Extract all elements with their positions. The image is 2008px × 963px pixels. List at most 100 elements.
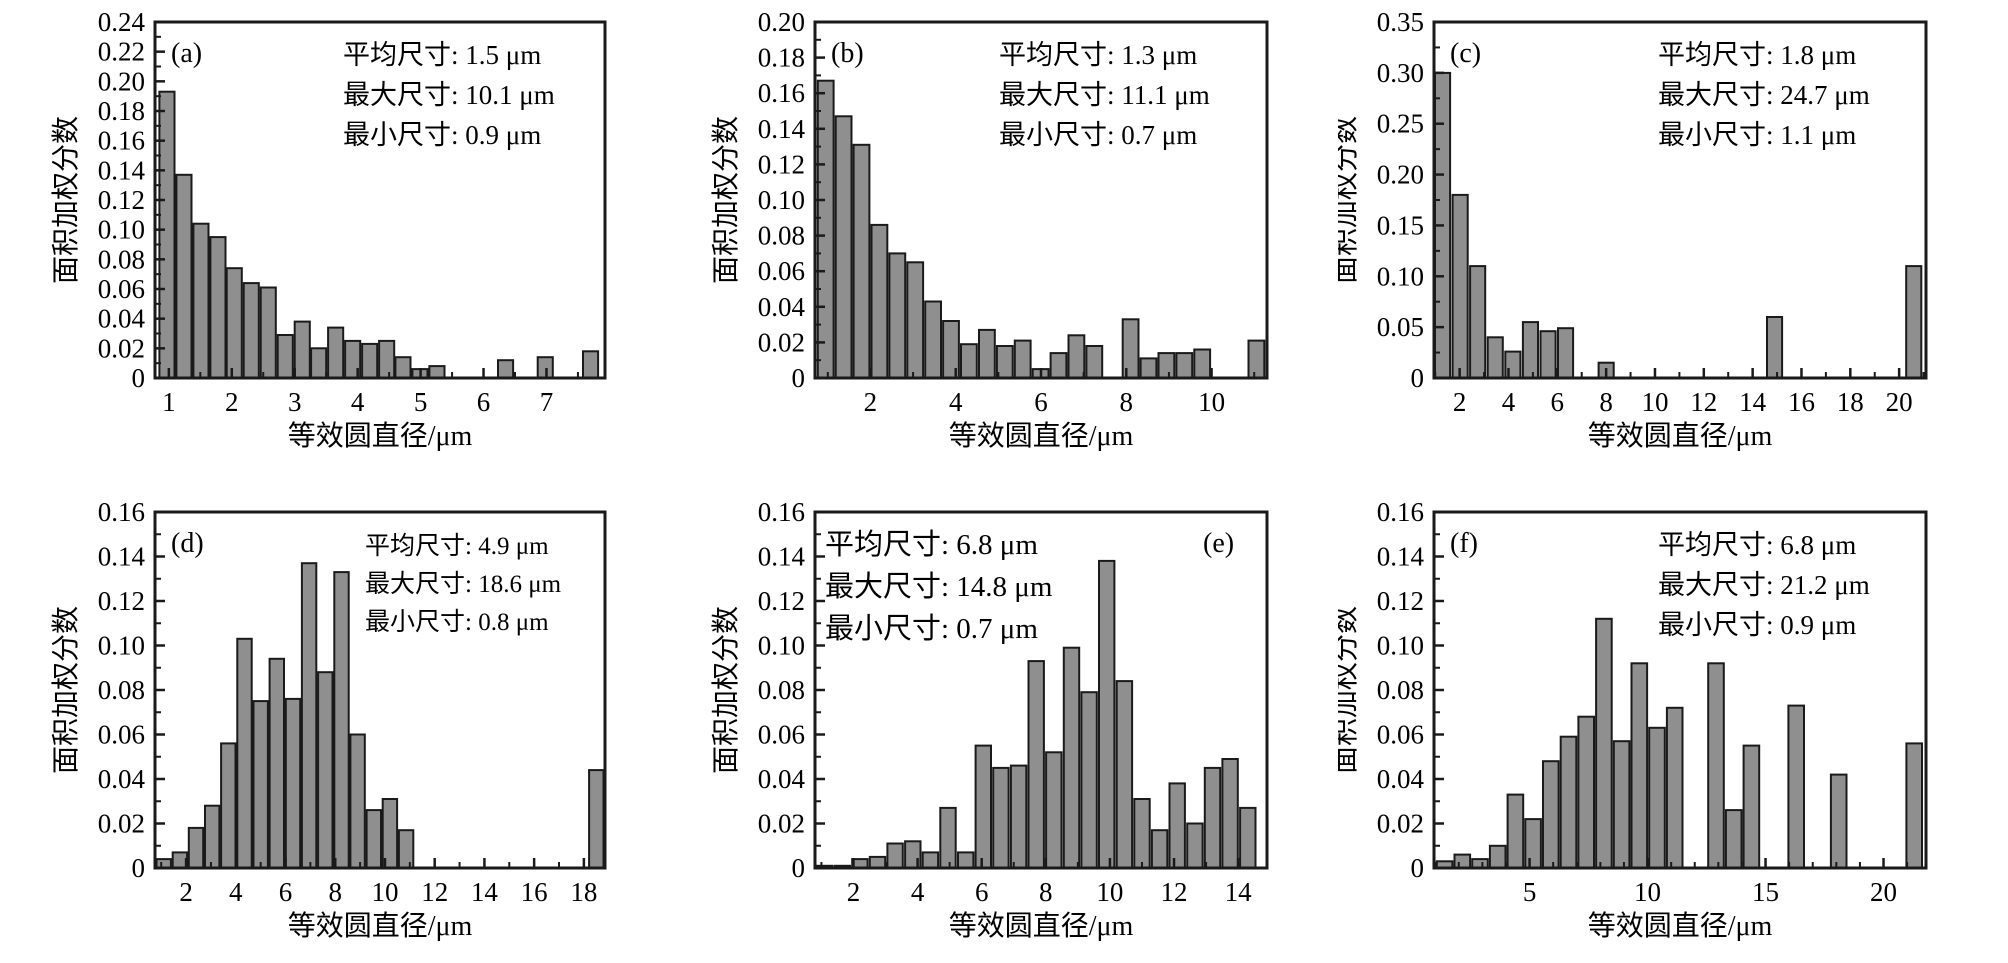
x-tick-label: 2	[225, 387, 239, 417]
bar	[1186, 822, 1204, 869]
y-tick-label: 0.10	[758, 185, 805, 215]
bar	[816, 79, 835, 379]
panel-b-chart: 0 0.02 0.04 0.06 0.08 0.10 0.12 0.14 0.16 0.18 0.2…	[710, 7, 1269, 452]
bar	[1239, 806, 1257, 869]
bar	[209, 236, 227, 379]
annotation-line: 最大尺寸: 14.8 μm	[825, 570, 1053, 603]
annotation-line: 最大尺寸: 21.2 μm	[1658, 570, 1870, 600]
bar	[1787, 704, 1805, 869]
bar	[397, 829, 415, 870]
bar	[1506, 793, 1525, 870]
bar	[1542, 760, 1560, 870]
bar	[1524, 818, 1542, 870]
annotation-line: 最大尺寸: 24.7 μm	[1658, 80, 1870, 110]
y-tick-label: 0.14	[1377, 542, 1425, 572]
y-tick-label: 0.06	[98, 720, 145, 750]
bar	[960, 343, 978, 380]
bar	[1766, 316, 1784, 379]
y-tick-label: 0.14	[758, 542, 806, 572]
bar	[588, 769, 605, 870]
x-tick-label: 2	[1453, 387, 1467, 417]
bar	[428, 365, 446, 380]
bar	[1595, 617, 1613, 869]
panel-f-chart: 0 0.02 0.04 0.06 0.08 0.10 0.12 0.14 0.16 5 10 15 20…	[1338, 497, 1928, 942]
y-tick-label: 0.16	[98, 497, 145, 527]
bar	[175, 173, 193, 379]
bar	[293, 320, 311, 380]
bar	[225, 267, 243, 380]
bar	[1203, 766, 1222, 869]
bar	[1067, 334, 1086, 379]
y-tick-label: 0.12	[1377, 586, 1424, 616]
panel-d: 0 0.02 0.04 0.06 0.08 0.10 0.12 0.14 0.16 2 4 6 8 10 1…	[0, 482, 670, 963]
bar	[868, 855, 887, 869]
annotation-line: 最小尺寸: 0.8 μm	[365, 608, 549, 636]
bar	[1486, 336, 1504, 379]
bar	[1829, 773, 1848, 870]
bar	[259, 286, 277, 379]
annotation-line: 最小尺寸: 0.9 μm	[343, 120, 541, 150]
bar	[349, 733, 366, 869]
bar	[1724, 809, 1743, 870]
x-tick-label: 20	[1870, 877, 1897, 907]
annotation-line: 平均尺寸: 4.9 μm	[365, 532, 549, 560]
bar	[1175, 352, 1194, 380]
y-tick-label: 0.06	[1377, 720, 1424, 750]
bar	[394, 356, 412, 380]
x-axis-title: 等效圆直径/μm	[949, 910, 1134, 942]
x-tick-label: 4	[911, 877, 925, 907]
bar	[192, 222, 210, 379]
y-tick-label: 0.06	[758, 720, 805, 750]
bar	[1027, 660, 1045, 869]
bar	[1013, 339, 1032, 380]
bar	[381, 798, 399, 869]
x-tick-label: 14	[1739, 387, 1767, 417]
x-tick-label: 20	[1886, 387, 1913, 417]
y-tick-label: 0.16	[758, 78, 805, 108]
y-tick-label: 0.08	[758, 675, 805, 705]
bar	[870, 223, 889, 379]
y-tick-label: 0.18	[758, 43, 805, 73]
bar	[276, 334, 294, 379]
bar	[978, 328, 996, 379]
bar	[852, 143, 871, 379]
bar	[1157, 352, 1176, 380]
bar	[921, 851, 940, 869]
y-tick-label: 0.20	[98, 66, 145, 96]
x-tick-label: 2	[179, 877, 193, 907]
y-tick-label: 0.02	[1377, 809, 1424, 839]
bar	[1062, 646, 1081, 869]
bar	[1557, 327, 1575, 380]
bar	[888, 252, 907, 379]
x-tick-label: 16	[1788, 387, 1815, 417]
bar	[1009, 764, 1028, 870]
y-axis-title: 面积加权分数	[50, 606, 82, 774]
annotation-line: 平均尺寸: 1.3 μm	[999, 40, 1197, 70]
x-tick-label: 14	[471, 877, 499, 907]
y-tick-label: 0.12	[758, 149, 805, 179]
x-tick-label: 5	[1523, 877, 1537, 907]
bar	[333, 571, 350, 869]
bar	[158, 90, 176, 379]
panel-letter: (d)	[171, 528, 204, 559]
bar	[327, 326, 345, 380]
y-tick-label: 0.20	[1377, 160, 1424, 190]
panel-c: 0 0.05 0.10 0.15 0.20 0.25 0.30 0.35 2 4 6 8 10 12 14 1…	[1338, 0, 2008, 481]
y-tick-label: 0	[792, 363, 806, 393]
bar	[886, 842, 904, 869]
x-tick-label: 10	[1096, 877, 1123, 907]
panel-letter: (b)	[831, 38, 864, 69]
y-tick-label: 0.02	[758, 809, 805, 839]
y-tick-label: 0.10	[98, 215, 145, 245]
x-tick-label: 6	[279, 877, 293, 907]
y-tick-label: 0.35	[1377, 7, 1424, 37]
plot-frame	[1432, 20, 1928, 380]
x-tick-label: 15	[1752, 877, 1779, 907]
y-axis-title: 面积加权分数	[50, 116, 82, 284]
y-tick-label: 0.12	[98, 185, 145, 215]
y-axis-title: 面积加权分数	[1338, 116, 1361, 284]
bar	[1139, 357, 1158, 379]
bar	[1049, 352, 1068, 380]
bar	[1193, 348, 1212, 379]
y-tick-label: 0.20	[758, 7, 805, 37]
